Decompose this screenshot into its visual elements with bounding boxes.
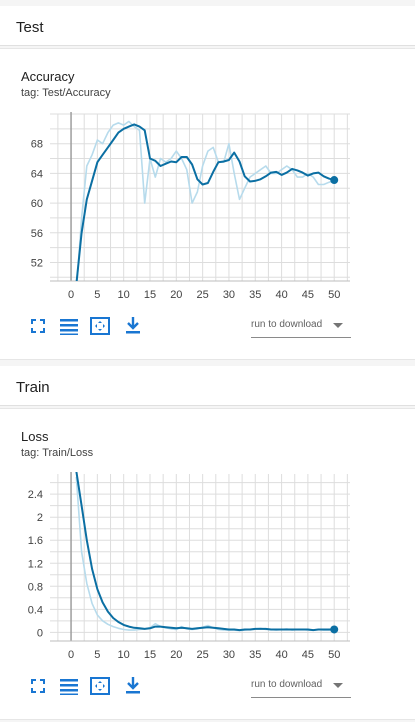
loss-line-chart[interactable]: 0 5 10 15 20 25 30 35 40 45 50 0 0.4 0.8 1.2 1.6 2 2.4 [0, 464, 415, 674]
chart-tag: tag: Test/Accuracy [21, 87, 111, 99]
raw-series-line [76, 120, 335, 281]
x-tick-label: 50 [328, 649, 340, 661]
x-tick-label: 25 [197, 649, 209, 661]
group-title: Train [16, 379, 50, 396]
x-tick-label: 30 [223, 289, 235, 301]
x-tick-label: 5 [94, 649, 100, 661]
y-tick-label: 56 [31, 228, 43, 240]
x-tick-label: 40 [275, 289, 287, 301]
x-tick-label: 10 [118, 649, 130, 661]
fullscreen-icon[interactable] [28, 676, 48, 696]
x-tick-label: 20 [170, 649, 182, 661]
fullscreen-icon[interactable] [28, 316, 48, 336]
y-tick-label: 0.8 [28, 581, 43, 593]
x-tick-label: 25 [197, 289, 209, 301]
x-tick-label: 20 [170, 289, 182, 301]
chevron-down-icon [333, 683, 343, 688]
y-tick-label: 52 [31, 257, 43, 269]
x-tick-label: 0 [68, 649, 74, 661]
select-value: run to download [251, 319, 323, 330]
chevron-down-icon [333, 323, 343, 328]
group-header-train[interactable]: Train [0, 366, 415, 406]
smoothed-series-line [75, 123, 335, 281]
x-tick-label: 50 [328, 289, 340, 301]
x-tick-label: 35 [249, 649, 261, 661]
fit-domain-icon[interactable] [90, 316, 110, 336]
group-title: Test [16, 19, 44, 36]
x-tick-label: 30 [223, 649, 235, 661]
fit-domain-icon[interactable] [90, 676, 110, 696]
x-tick-label: 5 [94, 289, 100, 301]
chart-title: Accuracy [21, 69, 75, 84]
x-tick-label: 45 [302, 289, 314, 301]
accuracy-line-chart[interactable]: 0 5 10 15 20 25 30 35 40 45 50 52 56 60 64 68 [0, 104, 415, 314]
run-to-download-select[interactable]: run to download [251, 315, 351, 338]
y-tick-label: 68 [31, 139, 43, 151]
download-icon[interactable] [123, 675, 143, 695]
chart-title: Loss [21, 429, 49, 444]
y-tick-label: 0.4 [28, 604, 43, 616]
x-tick-label: 15 [144, 649, 156, 661]
last-point-marker [330, 176, 339, 185]
raw-series-line [75, 476, 335, 632]
x-tick-label: 10 [118, 289, 130, 301]
smoothed-series-line [75, 472, 335, 632]
y-tick-label: 1.2 [28, 558, 43, 570]
last-point-marker [330, 625, 339, 634]
y-tick-label: 2.4 [28, 489, 43, 501]
x-tick-label: 15 [144, 289, 156, 301]
select-value: run to download [251, 679, 323, 690]
y-tick-label: 60 [31, 198, 43, 210]
toggle-y-log-icon[interactable] [59, 316, 79, 336]
chart-tag: tag: Train/Loss [21, 447, 94, 459]
download-icon[interactable] [123, 315, 143, 335]
group-header-test[interactable]: Test [0, 6, 415, 46]
toggle-y-log-icon[interactable] [59, 676, 79, 696]
run-to-download-select[interactable]: run to download [251, 675, 351, 698]
x-tick-label: 35 [249, 289, 261, 301]
x-tick-label: 45 [302, 649, 314, 661]
chart-card-accuracy: Accuracy tag: Test/Accuracy 0 5 10 15 20 25 30… [0, 48, 415, 360]
y-tick-label: 2 [37, 512, 43, 524]
y-tick-label: 64 [31, 168, 43, 180]
y-tick-label: 1.6 [28, 535, 43, 547]
y-tick-label: 0 [37, 627, 43, 639]
chart-card-loss: Loss tag: Train/Loss 0 5 10 15 20 25 30 35 40 45 5… [0, 408, 415, 720]
x-tick-label: 0 [68, 289, 74, 301]
x-tick-label: 40 [275, 649, 287, 661]
